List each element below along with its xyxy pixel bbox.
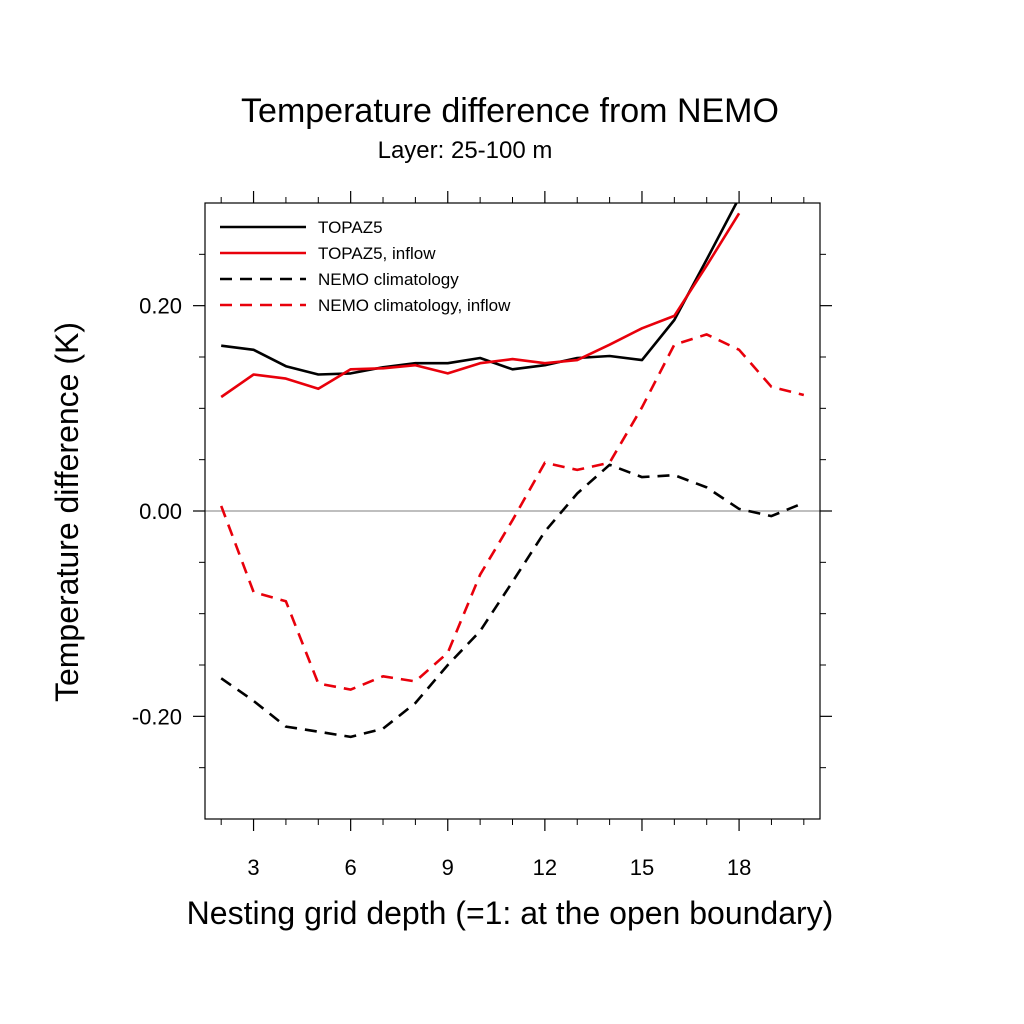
x-tick-label: 18 <box>727 855 751 880</box>
series-line-4 <box>219 333 805 691</box>
x-tick-label: 15 <box>630 855 654 880</box>
y-tick-label: -0.20 <box>132 704 182 729</box>
y-tick-label: 0.00 <box>139 499 182 524</box>
chart-subtitle: Layer: 25-100 m <box>378 137 553 164</box>
legend: TOPAZ5 TOPAZ5, inflow NEMO climatology NEMO… <box>220 218 511 315</box>
x-tick-label: 3 <box>247 855 259 880</box>
y-axis-label: Temperature difference (K) <box>49 322 85 702</box>
series-line-3 <box>220 463 805 739</box>
y-tick-label: 0.20 <box>139 294 182 319</box>
ticks-layer: 3 6 9 12 15 18 -0.20 0.00 0.20 <box>132 191 832 880</box>
x-axis-label: Nesting grid depth (=1: at the open boun… <box>187 895 834 931</box>
x-tick-label: 6 <box>345 855 357 880</box>
x-tick-label: 12 <box>533 855 557 880</box>
series-layer <box>219 203 805 739</box>
chart-title: Temperature difference from NEMO <box>241 92 779 130</box>
series-line-2 <box>220 212 741 399</box>
legend-label: TOPAZ5 <box>318 218 383 237</box>
legend-label: TOPAZ5, inflow <box>318 244 436 263</box>
legend-label: NEMO climatology <box>318 270 459 289</box>
series-line-1 <box>221 203 738 376</box>
x-tick-label: 9 <box>442 855 454 880</box>
plot-area: 3 6 9 12 15 18 -0.20 0.00 0.20 TOPAZ5 TOPAZ5, inf… <box>132 191 832 880</box>
legend-label: NEMO climatology, inflow <box>318 296 511 315</box>
